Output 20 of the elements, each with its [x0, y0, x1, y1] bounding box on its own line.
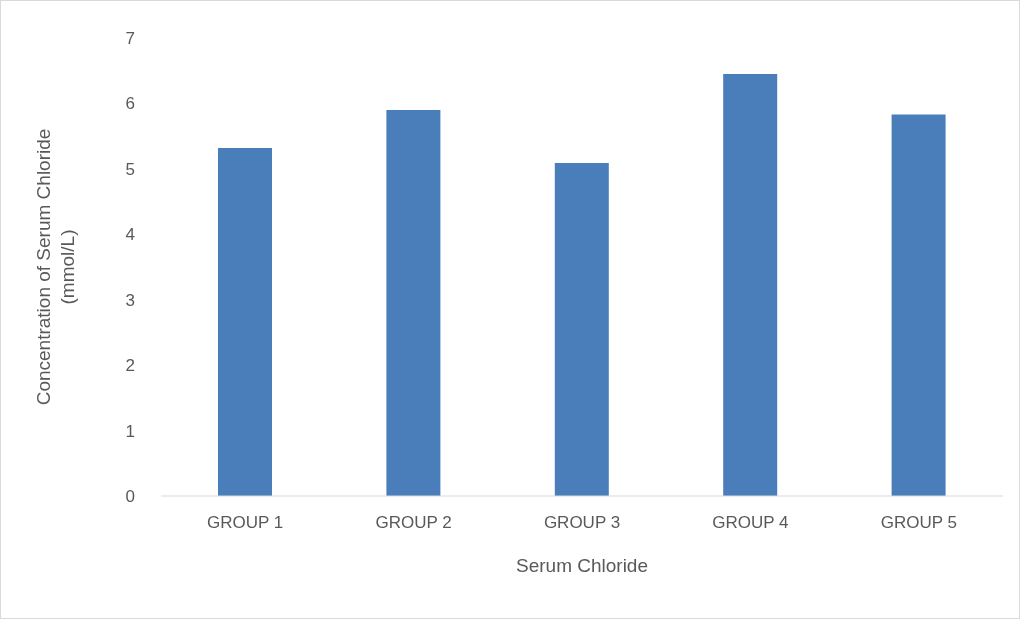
bar [554, 162, 609, 496]
y-tick-label: 5 [125, 159, 135, 179]
y-axis-title: Concentration of Serum Chloride (mmol/L) [33, 128, 78, 406]
x-tick-label: GROUP 5 [880, 513, 957, 533]
x-tick-label: GROUP 4 [712, 513, 789, 533]
y-tick-label: 3 [125, 290, 135, 310]
y-tick-label: 4 [125, 225, 135, 245]
bar [386, 109, 441, 496]
y-tick-label: 7 [125, 29, 135, 49]
bar [218, 147, 272, 496]
x-tick-label: GROUP 2 [375, 513, 452, 533]
y-tick-label: 1 [125, 421, 135, 441]
bar [723, 73, 778, 496]
x-axis-title: Serum Chloride [516, 555, 648, 576]
bar [891, 114, 946, 496]
x-tick-label: GROUP 1 [207, 513, 284, 533]
x-tick-label: GROUP 3 [543, 513, 621, 533]
y-tick-label: 6 [125, 94, 135, 114]
y-tick-label: 0 [125, 487, 135, 507]
y-tick-label: 2 [125, 356, 135, 376]
